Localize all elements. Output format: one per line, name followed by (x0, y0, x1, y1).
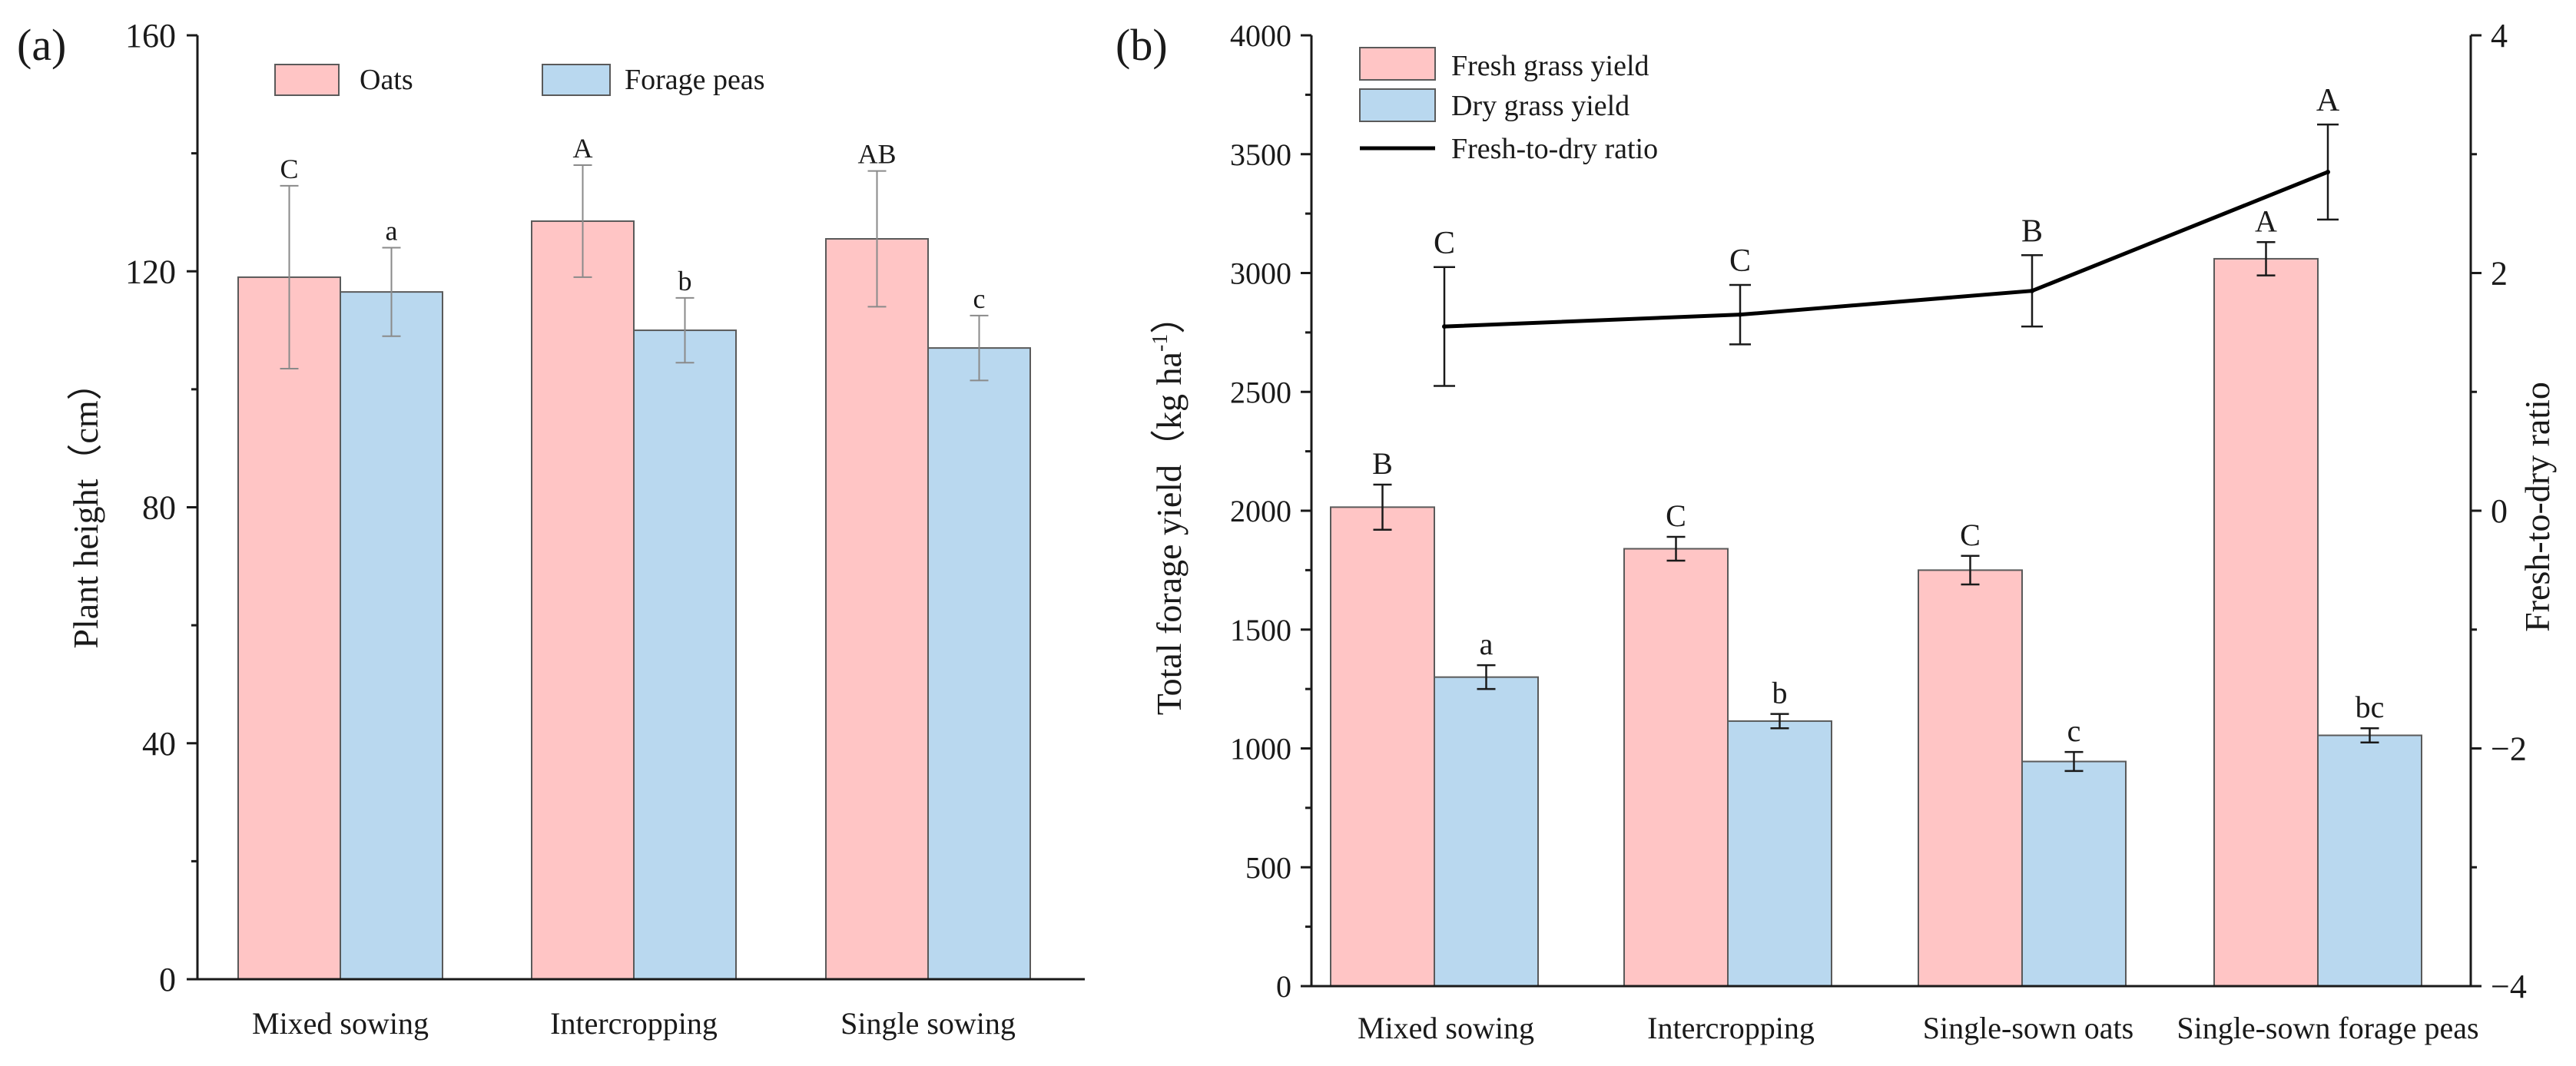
panel-a-legend: Oats Forage peas (274, 64, 765, 96)
letter-fresh-grass-yield-mixed-sowing: B (1372, 446, 1393, 481)
panel-a-y-tick-label-80: 80 (142, 489, 176, 527)
panel-a-x-tick-label-single-sowing: Single sowing (840, 1006, 1016, 1041)
letter-fresh-grass-yield-intercropping: C (1666, 498, 1686, 533)
letter-dry-grass-yield-single-sown-oats: c (2067, 713, 2081, 748)
panel-b-y-axis-label: Total forage yield（kg ha-1） (1149, 299, 1189, 716)
panel-a-y-tick-label-120: 120 (125, 253, 176, 290)
panel-b-ratio-series: C C B A (1434, 83, 2340, 387)
panel-b-y-tick-label-500: 500 (1245, 850, 1291, 885)
legend-dry-grass-swatch (1359, 88, 1436, 122)
bar-fresh-grass-yield-intercropping (1623, 548, 1729, 987)
letter-forage-peas-single-sowing: c (973, 283, 986, 314)
panel-b-right-y-axis-label: Fresh-to-dry ratio (2518, 382, 2557, 632)
bar-forage-peas-single-sowing (927, 347, 1031, 980)
ratio-point-single-sown-forage-peas (2326, 169, 2330, 174)
panel-a-x-tick-label-mixed-sowing: Mixed sowing (252, 1006, 429, 1041)
ratio-letter-single-sown-oats: B (2021, 214, 2043, 249)
panel-a-error-bars (280, 164, 989, 382)
panel-b-label: (b) (1116, 20, 1168, 70)
panel-b-x-tick-label-single-sown-forage-peas: Single-sown forage peas (2177, 1011, 2478, 1045)
panel-b-y-tick-label-4000: 4000 (1230, 18, 1291, 53)
panel-b: (b) Fresh grass yield Dry grass yield Fr… (1116, 17, 2557, 1045)
ratio-point-single-sown-oats (2030, 288, 2034, 293)
panel-b-significance-letters: Ba Cb Cc Abc (1372, 204, 2384, 748)
panel-a-x-tick-label-intercropping: Intercropping (550, 1006, 718, 1041)
panel-b-x-tick-label-mixed-sowing: Mixed sowing (1358, 1011, 1534, 1045)
bar-oats-mixed-sowing (237, 276, 341, 980)
legend-ratio-label: Fresh-to-dry ratio (1451, 133, 1658, 165)
panel-b-y-tick-label-2000: 2000 (1230, 494, 1291, 528)
letter-forage-peas-intercropping: b (678, 266, 692, 296)
legend-forage-peas-label: Forage peas (625, 64, 765, 96)
bar-forage-peas-intercropping (633, 329, 737, 980)
panel-b-left-y-ticks: 0 500 1000 1500 2000 2500 3000 3500 4000 (1230, 18, 1311, 1004)
panel-a-y-axis-label: Plant height（cm） (66, 365, 105, 648)
panel-a-label: (a) (17, 20, 66, 70)
ratio-letter-mixed-sowing: C (1434, 226, 1455, 261)
bar-forage-peas-mixed-sowing (340, 291, 443, 980)
bar-oats-single-sowing (825, 238, 929, 980)
letter-dry-grass-yield-mixed-sowing: a (1480, 627, 1494, 661)
legend-fresh-grass-swatch (1359, 47, 1436, 81)
panel-a-y-tick-label-0: 0 (159, 961, 176, 998)
panel-a-bars (237, 220, 1031, 981)
ratio-line-path (1444, 170, 2329, 329)
letter-oats-mixed-sowing: C (280, 154, 298, 184)
panel-a: (a) Oats Forage peas Ca Ab AB c 0 40 80 120 160… (17, 17, 1085, 1041)
panel-b-right-y-ticks: −4 −2 0 2 4 (2471, 17, 2527, 1005)
letter-fresh-grass-yield-single-sown-forage-peas: A (2255, 204, 2277, 238)
panel-b-x-tick-labels: Mixed sowing Intercropping Single-sown oat… (1358, 1011, 2479, 1045)
panel-b-y2-tick-label-1: −2 (2491, 730, 2527, 768)
legend-oats-label: Oats (360, 64, 413, 96)
panel-b-error-bars (1373, 241, 2379, 773)
ratio-letter-single-sown-forage-peas: A (2316, 83, 2340, 118)
bar-fresh-grass-yield-mixed-sowing (1330, 506, 1435, 987)
panel-b-y-tick-label-3500: 3500 (1230, 137, 1291, 172)
legend-oats-swatch (274, 64, 340, 96)
letter-oats-single-sowing: AB (857, 139, 896, 170)
panel-b-y-tick-label-1500: 1500 (1230, 613, 1291, 647)
panel-b-y2-tick-label-3: 2 (2491, 255, 2508, 293)
panel-b-y-tick-label-0: 0 (1276, 969, 1291, 1004)
legend-forage-peas-swatch (542, 64, 611, 96)
legend-dry-grass-label: Dry grass yield (1451, 90, 1629, 122)
bar-oats-intercropping (531, 220, 635, 981)
ratio-letter-intercropping: C (1729, 243, 1751, 279)
bar-dry-grass-yield-intercropping (1727, 720, 1832, 987)
panel-b-y-tick-label-1000: 1000 (1230, 732, 1291, 766)
panel-b-x-tick-label-intercropping: Intercropping (1647, 1011, 1815, 1045)
panel-b-bars (1330, 257, 2422, 988)
panel-a-x-tick-labels: Mixed sowing Intercropping Single sowing (252, 1006, 1016, 1041)
letter-fresh-grass-yield-single-sown-oats: C (1960, 518, 1981, 552)
panel-a-significance-letters: Ca Ab AB c (280, 133, 985, 314)
letter-forage-peas-mixed-sowing: a (386, 216, 398, 247)
panel-b-y2-tick-label-2: 0 (2491, 492, 2508, 530)
panel-a-y-ticks: 0 40 80 120 160 (125, 17, 197, 998)
panel-b-y2-tick-label-4: 4 (2491, 17, 2508, 55)
bar-dry-grass-yield-mixed-sowing (1434, 676, 1539, 988)
panel-b-legend: Fresh grass yield Dry grass yield Fresh-… (1359, 47, 1658, 165)
panel-a-y-tick-label-40: 40 (142, 725, 176, 763)
ratio-point-mixed-sowing (1442, 324, 1447, 329)
legend-fresh-grass-label: Fresh grass yield (1451, 50, 1649, 82)
panel-b-y-tick-label-2500: 2500 (1230, 375, 1291, 409)
bar-fresh-grass-yield-single-sown-oats (1918, 569, 2023, 987)
ratio-point-intercropping (1738, 312, 1742, 317)
panel-b-y-tick-label-3000: 3000 (1230, 257, 1291, 291)
panel-b-y2-tick-label-0: −4 (2491, 968, 2527, 1005)
panel-b-x-tick-label-single-sown-oats: Single-sown oats (1923, 1011, 2133, 1045)
letter-dry-grass-yield-intercropping: b (1772, 676, 1788, 710)
bar-dry-grass-yield-single-sown-forage-peas (2317, 734, 2422, 987)
bar-dry-grass-yield-single-sown-oats (2021, 760, 2127, 988)
panel-a-y-tick-label-160: 160 (125, 17, 176, 55)
letter-oats-intercropping: A (573, 133, 593, 164)
letter-dry-grass-yield-single-sown-forage-peas: bc (2356, 690, 2385, 724)
bar-fresh-grass-yield-single-sown-forage-peas (2213, 257, 2319, 987)
